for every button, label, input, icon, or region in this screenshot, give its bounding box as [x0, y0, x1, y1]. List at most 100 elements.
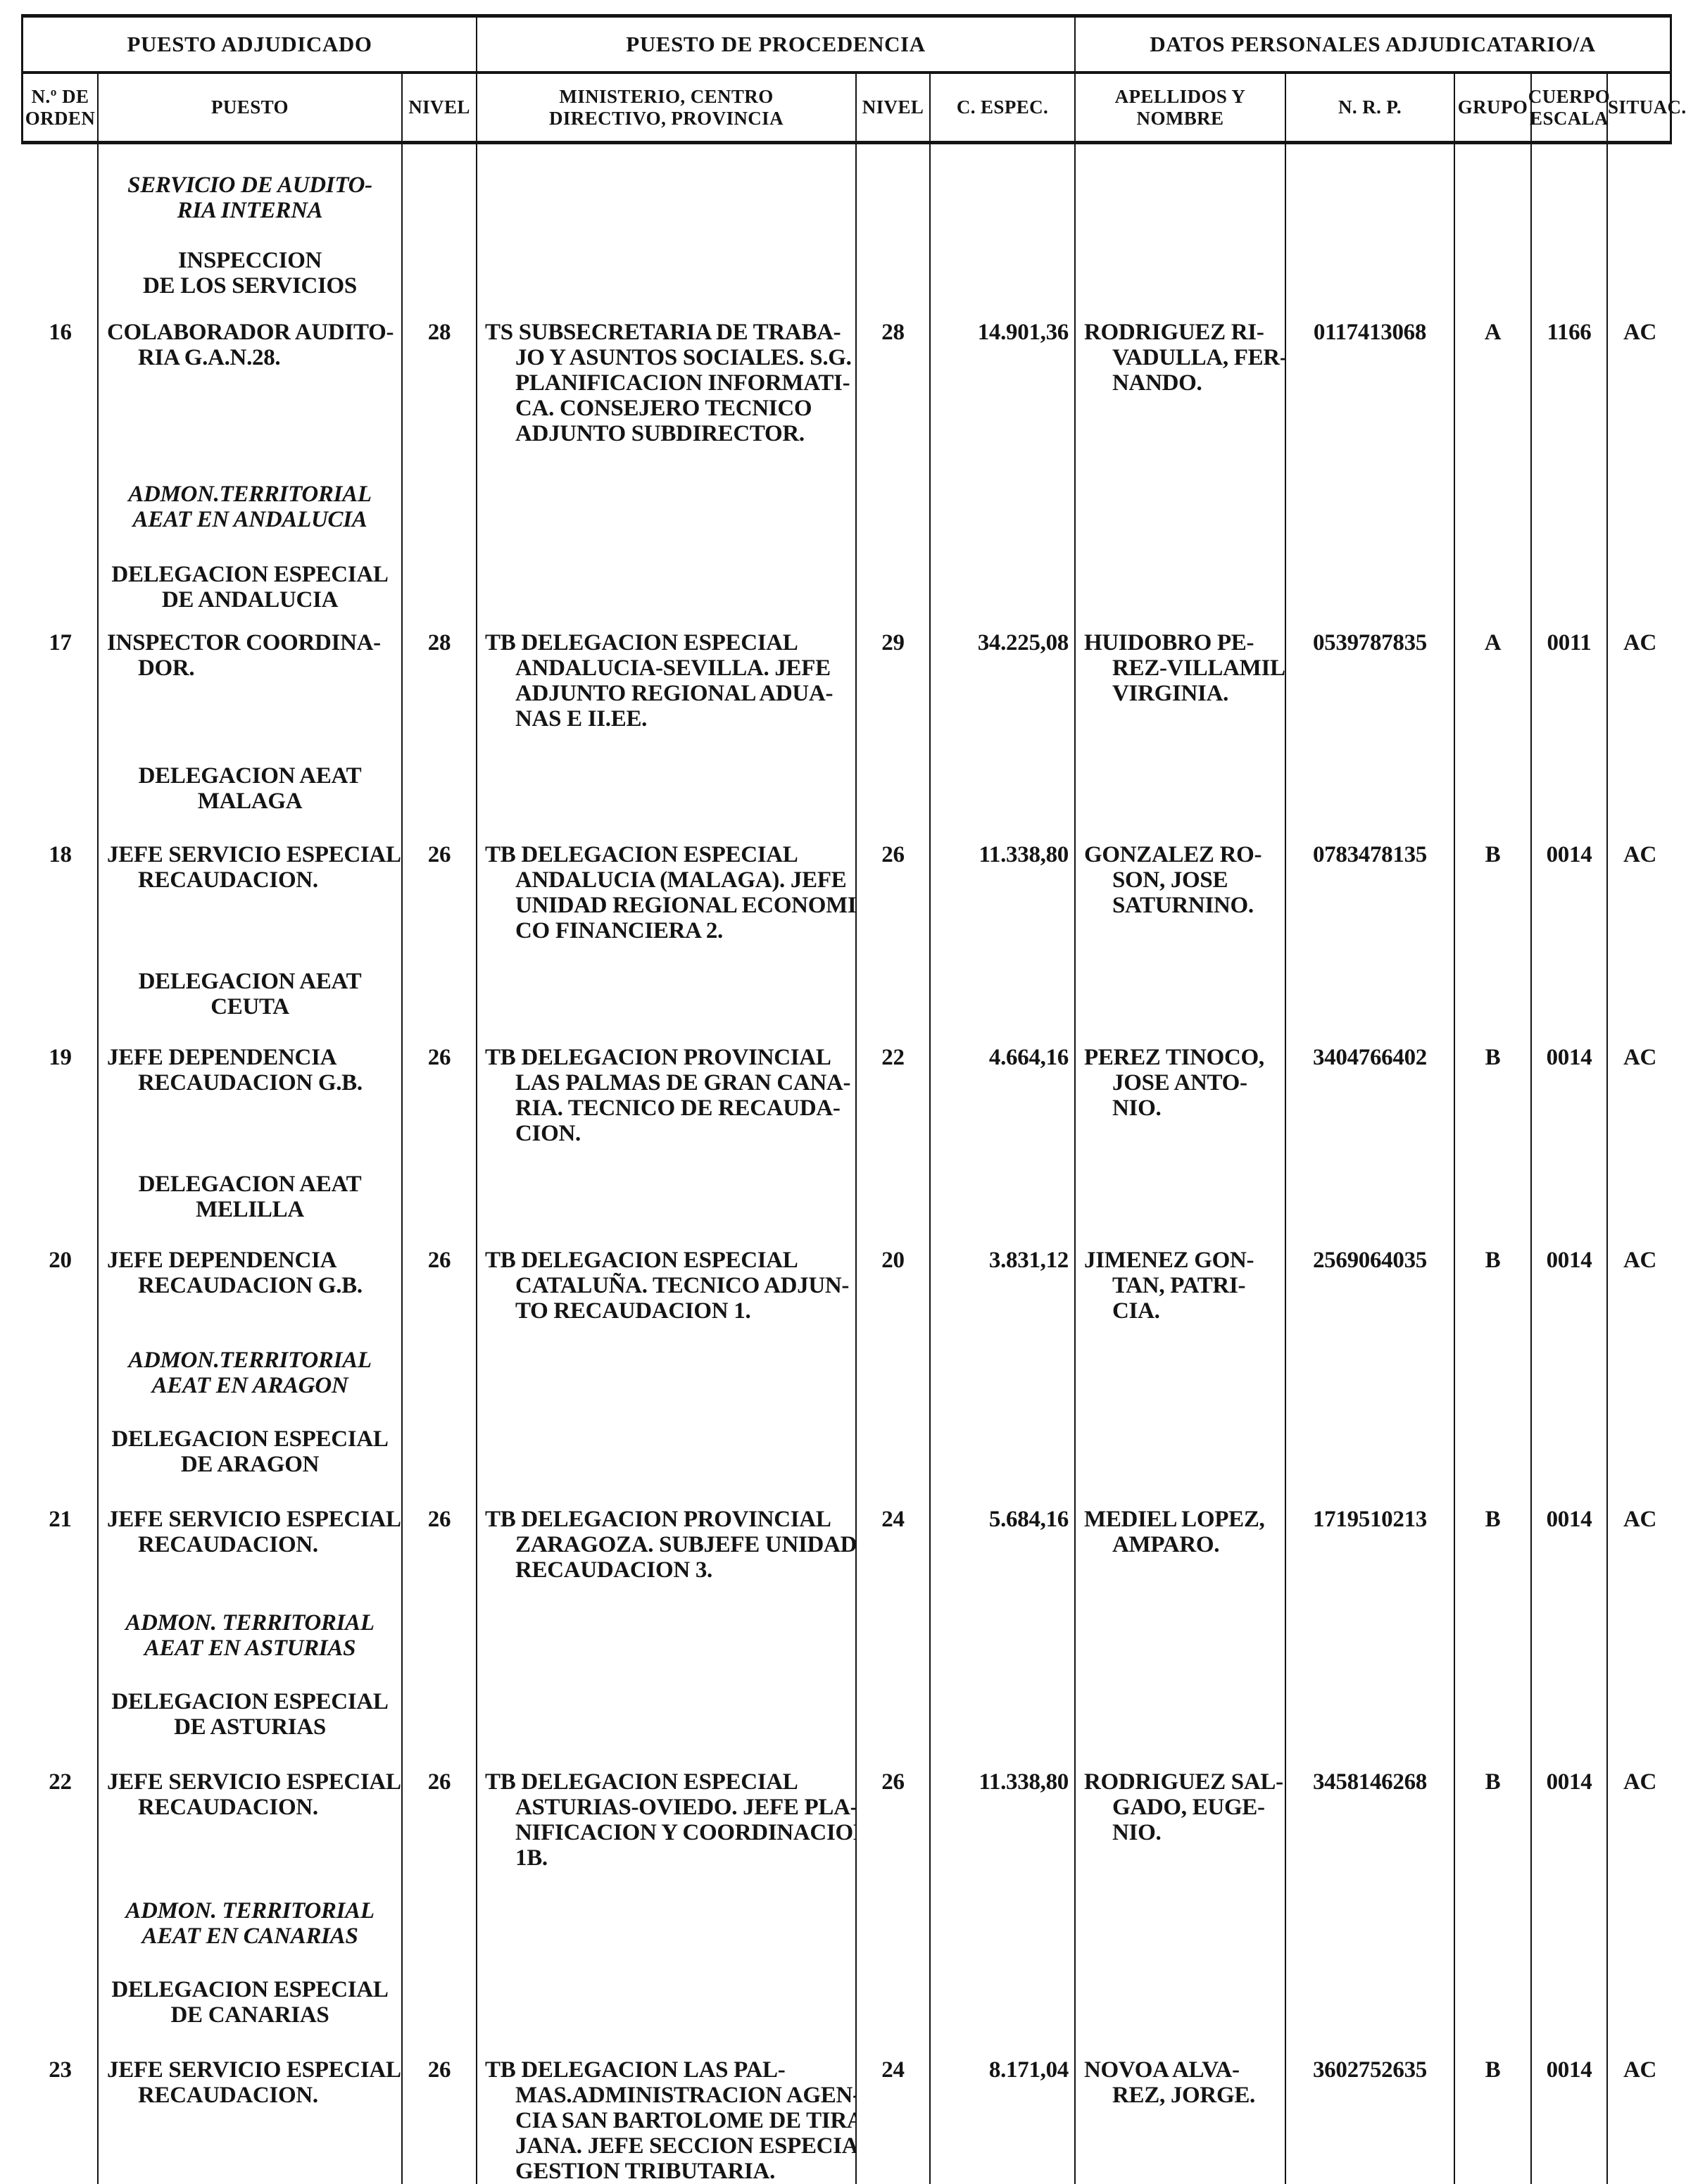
empty-cell [1608, 446, 1672, 532]
section-heading: SERVICIO DE AUDITO- RIA INTERNA [99, 144, 403, 223]
empty-cell [403, 1661, 477, 1740]
cell-apellidos: JIMENEZ GON- TAN, PATRI- CIA. [1076, 1222, 1286, 1324]
empty-cell [1532, 943, 1608, 1019]
section-heading-row: ADMON.TERRITORIAL AEAT EN ANDALUCIA [23, 446, 1672, 532]
column-header-c-espec: C. ESPEC. [931, 74, 1076, 141]
cell-orden: 23 [23, 2028, 99, 2184]
empty-cell [1532, 1949, 1608, 2028]
empty-cell [1076, 1583, 1286, 1661]
table-row: 19 JEFE DEPENDENCIA RECAUDACION G.B. 26 TB … [23, 1019, 1672, 1146]
section-heading-row: DELEGACION AEAT MALAGA [23, 732, 1672, 814]
cell-cuerpo_escala: 0011 [1532, 613, 1608, 732]
cell-c_espec: 14.901,36 [931, 299, 1076, 446]
empty-cell [1608, 1871, 1672, 1949]
section-heading: ADMON. TERRITORIAL AEAT EN CANARIAS [99, 1871, 403, 1949]
column-header-grupo: GRUPO [1455, 74, 1532, 141]
cell-situac: AC [1623, 842, 1657, 867]
group-header-row: PUESTO ADJUDICADO PUESTO DE PROCEDENCIA … [21, 14, 1672, 74]
empty-cell [477, 732, 857, 814]
empty-cell [931, 1949, 1076, 2028]
column-header-situac: SITUAC. [1608, 96, 1686, 118]
empty-cell [477, 1324, 857, 1398]
section-heading-row: ADMON. TERRITORIAL AEAT EN ASTURIAS [23, 1583, 1672, 1661]
adjudication-table: PUESTO ADJUDICADO PUESTO DE PROCEDENCIA … [21, 14, 1686, 2184]
empty-cell [931, 1398, 1076, 1477]
cell-apellidos: GONZALEZ RO- SON, JOSE SATURNINO. [1076, 814, 1286, 943]
empty-cell [1532, 1871, 1608, 1949]
empty-cell [1532, 144, 1608, 223]
empty-cell [1608, 144, 1672, 223]
table-row: 16 COLABORADOR AUDITO- RIA G.A.N.28. 28 TS … [23, 299, 1672, 446]
empty-cell [1076, 446, 1286, 532]
cell-nivel_destino: 26 [403, 1740, 477, 1871]
empty-cell [1608, 223, 1672, 299]
cell-ministerio: TB DELEGACION ESPECIAL ANDALUCIA-SEVILLA… [477, 613, 857, 732]
cell-apellidos: HUIDOBRO PE- REZ-VILLAMIL, VIRGINIA. [1076, 613, 1286, 732]
empty-cell [1286, 1146, 1455, 1222]
cell-ministerio: TB DELEGACION PROVINCIAL LAS PALMAS DE G… [477, 1019, 857, 1146]
section-heading: DELEGACION ESPECIAL DE CANARIAS [99, 1949, 403, 2028]
cell-ministerio: TB DELEGACION ESPECIAL CATALUÑA. TECNICO… [477, 1222, 857, 1324]
cell-cuerpo_escala: 1166 [1532, 299, 1608, 446]
group-header-puesto-adjudicado: PUESTO ADJUDICADO [23, 18, 477, 71]
table-row: 23 JEFE SERVICIO ESPECIAL RECAUDACION. 26 T… [23, 2028, 1672, 2184]
empty-cell [477, 1661, 857, 1740]
empty-cell [1532, 732, 1608, 814]
group-header-datos-personales: DATOS PERSONALES ADJUDICATARIO/A [1150, 32, 1596, 56]
empty-cell [857, 732, 931, 814]
empty-cell [857, 1398, 931, 1477]
section-heading-row: SERVICIO DE AUDITO- RIA INTERNA [23, 144, 1672, 223]
cell-puesto: JEFE SERVICIO ESPECIAL RECAUDACION. [99, 1740, 403, 1871]
cell-nivel_origen: 22 [857, 1019, 931, 1146]
cell-c_espec: 3.831,12 [931, 1222, 1076, 1324]
empty-cell [23, 446, 99, 532]
empty-cell [403, 532, 477, 613]
cell-grupo: B [1455, 1477, 1532, 1583]
empty-cell [931, 1146, 1076, 1222]
empty-cell [403, 943, 477, 1019]
empty-cell [477, 1146, 857, 1222]
empty-cell [857, 1661, 931, 1740]
cell-nrp: 0783478135 [1286, 814, 1455, 943]
empty-cell [931, 532, 1076, 613]
empty-cell [477, 446, 857, 532]
empty-cell [1608, 532, 1672, 613]
cell-nivel_destino: 26 [403, 814, 477, 943]
section-heading: INSPECCION DE LOS SERVICIOS [99, 223, 403, 299]
table-row: 21 JEFE SERVICIO ESPECIAL RECAUDACION. 26 T… [23, 1477, 1672, 1583]
empty-cell [1076, 532, 1286, 613]
empty-cell [857, 446, 931, 532]
column-header-n-orden: N.º DE ORDEN [23, 74, 99, 141]
cell-nrp: 0117413068 [1286, 299, 1455, 446]
empty-cell [1286, 732, 1455, 814]
section-heading-row: ADMON. TERRITORIAL AEAT EN CANARIAS [23, 1871, 1672, 1949]
empty-cell [1076, 223, 1286, 299]
cell-situac: AC [1623, 1769, 1657, 1795]
empty-cell [1608, 1583, 1672, 1661]
section-heading-row: ADMON.TERRITORIAL AEAT EN ARAGON [23, 1324, 1672, 1398]
empty-cell [931, 1324, 1076, 1398]
empty-cell [857, 532, 931, 613]
cell-orden: 19 [23, 1019, 99, 1146]
empty-cell [1532, 1661, 1608, 1740]
empty-cell [1286, 446, 1455, 532]
empty-cell [1455, 532, 1532, 613]
empty-cell [1608, 1146, 1672, 1222]
section-heading: DELEGACION ESPECIAL DE ARAGON [99, 1398, 403, 1477]
cell-nivel_destino: 26 [403, 1019, 477, 1146]
cell-nivel_origen: 24 [857, 1477, 931, 1583]
column-header-puesto: PUESTO [99, 74, 403, 141]
empty-cell [1532, 532, 1608, 613]
cell-apellidos: MEDIEL LOPEZ, AMPARO. [1076, 1477, 1286, 1583]
empty-cell [403, 144, 477, 223]
cell-cuerpo_escala: 0014 [1532, 1222, 1608, 1324]
cell-puesto: JEFE SERVICIO ESPECIAL RECAUDACION. [99, 814, 403, 943]
column-header-nivel-destino: NIVEL [403, 74, 477, 141]
cell-situac: AC [1623, 1248, 1657, 1273]
empty-cell [403, 1583, 477, 1661]
empty-cell [931, 144, 1076, 223]
cell-cuerpo_escala: 0014 [1532, 1019, 1608, 1146]
section-heading-row: INSPECCION DE LOS SERVICIOS [23, 223, 1672, 299]
empty-cell [857, 1583, 931, 1661]
cell-grupo: B [1455, 1019, 1532, 1146]
